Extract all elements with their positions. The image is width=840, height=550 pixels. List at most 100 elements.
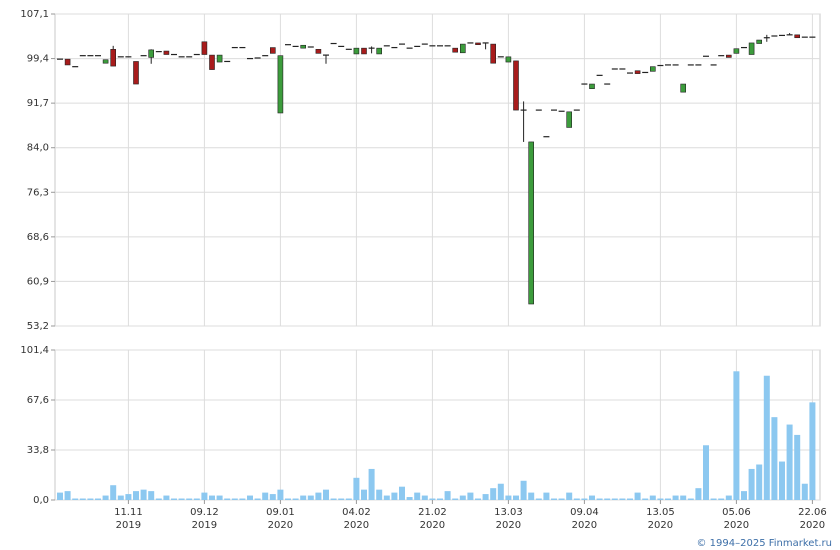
x-tick-label: 13.05 xyxy=(646,507,675,518)
volume-bar xyxy=(79,498,86,500)
x-tick-label: 2020 xyxy=(496,520,521,531)
x-tick-label: 2020 xyxy=(800,520,825,531)
copyright: © 1994–2025 Finmarket.ru xyxy=(696,538,832,549)
volume-bar xyxy=(148,491,155,500)
candle-body xyxy=(748,42,755,55)
volume-bar xyxy=(771,417,778,500)
volume-bar xyxy=(201,492,208,500)
x-tick-label: 11.11 xyxy=(114,507,143,518)
candle-body xyxy=(649,66,656,72)
volume-bar xyxy=(209,495,215,500)
volume-bar xyxy=(809,402,816,500)
volume-bar xyxy=(247,495,253,500)
volume-bar xyxy=(733,371,740,500)
x-tick-label: 09.04 xyxy=(570,507,599,518)
volume-bar xyxy=(634,492,641,500)
x-tick-label: 2019 xyxy=(192,520,217,531)
candle-body xyxy=(725,54,732,58)
candle-body xyxy=(452,47,459,53)
volume-bar xyxy=(703,445,709,500)
y-tick-label: 107,1 xyxy=(20,9,49,20)
volume-bar xyxy=(801,483,808,500)
volume-bar xyxy=(520,480,527,500)
volume-bar xyxy=(748,468,755,500)
y-tick-label: 60,9 xyxy=(27,276,49,287)
volume-bar xyxy=(535,498,542,500)
volume-bar xyxy=(64,491,71,500)
candle-body xyxy=(376,47,383,55)
volume-bar xyxy=(581,498,588,500)
volume-bar xyxy=(794,434,801,500)
candle-body xyxy=(634,70,641,74)
volume-bar xyxy=(543,492,550,500)
volume-bar xyxy=(459,495,466,500)
volume-bar xyxy=(596,498,603,500)
volume-bar xyxy=(186,498,193,500)
candle-body xyxy=(680,83,687,93)
volume-bar xyxy=(725,495,732,500)
volume-bar xyxy=(87,498,94,500)
volume-bar xyxy=(490,488,497,500)
volume-bar xyxy=(475,498,481,500)
y-tick-label: 101,4 xyxy=(20,345,49,356)
volume-bar xyxy=(239,498,246,500)
volume-bar xyxy=(376,489,383,500)
candle-body xyxy=(209,54,215,70)
x-tick-label: 22.06 xyxy=(798,507,827,518)
volume-bar xyxy=(391,492,398,500)
y-tick-label: 53,2 xyxy=(27,321,49,332)
volume-bar xyxy=(680,495,687,500)
x-tick-label: 2020 xyxy=(724,520,749,531)
volume-bar xyxy=(406,497,413,500)
candle-body xyxy=(133,61,139,85)
volume-bar xyxy=(216,495,223,500)
volume-bar xyxy=(619,498,626,500)
candle-body xyxy=(353,47,360,55)
candle-body xyxy=(64,58,71,66)
candle-body xyxy=(528,141,535,305)
volume-bar xyxy=(429,498,436,500)
volume-bar xyxy=(657,498,664,500)
volume-bar xyxy=(231,498,238,500)
volume-bar xyxy=(695,488,702,500)
candle-body xyxy=(201,41,208,55)
volume-bar xyxy=(323,489,329,500)
volume-bar xyxy=(444,491,451,500)
volume-bar xyxy=(467,492,474,500)
volume-bar xyxy=(649,495,656,500)
volume-bar xyxy=(513,495,519,500)
price-frame xyxy=(54,13,821,327)
x-tick-label: 21.02 xyxy=(418,507,447,518)
volume-bar xyxy=(604,498,611,500)
volume-bar xyxy=(315,492,322,500)
volume-bar xyxy=(687,498,694,500)
x-tick-label: 2020 xyxy=(572,520,597,531)
volume-bar xyxy=(353,477,360,500)
volume-bar xyxy=(163,495,170,500)
candle-body xyxy=(163,50,170,55)
y-tick-label: 0,0 xyxy=(33,495,49,506)
volume-bar xyxy=(558,498,565,500)
y-tick-label: 91,7 xyxy=(27,98,49,109)
volume-bar xyxy=(763,375,770,500)
volume-bar xyxy=(330,498,337,500)
volume-bar xyxy=(300,495,307,500)
x-tick-label: 2020 xyxy=(344,520,369,531)
y-tick-label: 67,6 xyxy=(27,395,49,406)
x-tick-label: 04.02 xyxy=(342,507,371,518)
volume-bar xyxy=(117,495,124,500)
candle-body xyxy=(513,60,519,111)
volume-bar xyxy=(551,498,557,500)
volume-bar xyxy=(110,485,117,500)
candle-body xyxy=(756,39,763,44)
volume-bar xyxy=(338,498,345,500)
volume-bar xyxy=(665,498,671,500)
volume-bar xyxy=(171,498,177,500)
candle-body xyxy=(300,44,307,49)
volume-bar xyxy=(741,491,747,500)
volume-bar xyxy=(566,492,573,500)
volume-bar xyxy=(133,491,139,500)
x-tick-label: 2020 xyxy=(420,520,445,531)
volume-bar xyxy=(125,494,132,500)
